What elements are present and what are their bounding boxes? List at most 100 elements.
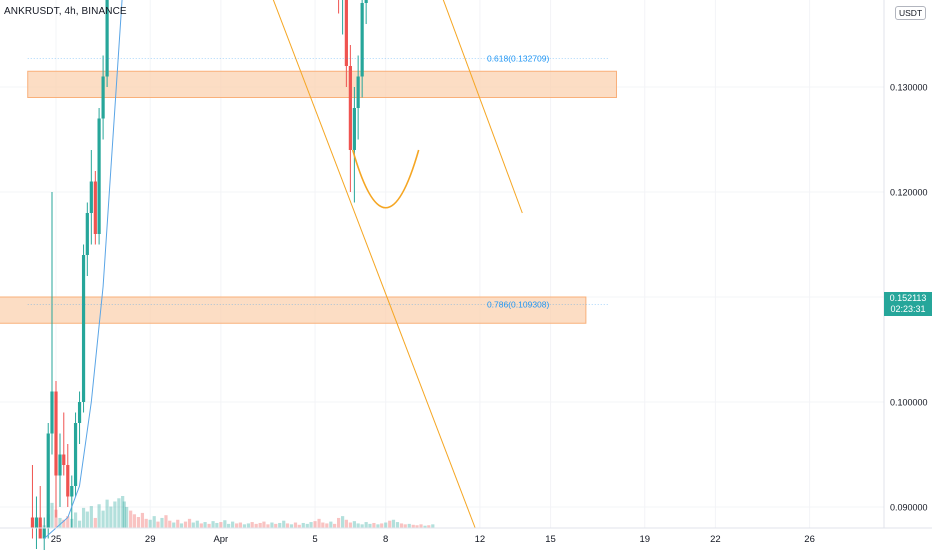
volume-bar <box>85 511 89 528</box>
volume-bar <box>419 524 423 528</box>
candle-body <box>46 433 50 528</box>
candle-body <box>30 517 35 528</box>
volume-bar <box>274 523 278 528</box>
rounding-curve <box>351 149 420 209</box>
volume-bar <box>109 506 113 528</box>
price-tick-label: 0.130000 <box>890 83 928 93</box>
volume-bar <box>360 524 364 528</box>
candle-body <box>62 454 66 465</box>
volume-bar <box>152 516 156 528</box>
volume-bar <box>231 521 235 528</box>
time-tick-label: 12 <box>475 534 486 545</box>
volume-bar <box>332 523 337 528</box>
candle-body <box>66 465 70 497</box>
candlesticks <box>30 0 368 550</box>
volume-bar <box>348 522 352 528</box>
volume-bar <box>301 522 305 528</box>
volume-bar <box>54 509 58 528</box>
volume-bar <box>235 523 239 528</box>
volume-bar <box>415 525 419 528</box>
volume-bar <box>129 510 133 528</box>
time-tick-label: 22 <box>710 534 721 545</box>
price-tick-label: 0.100000 <box>890 398 928 408</box>
volume-bar <box>176 519 180 528</box>
volume-bar <box>187 518 192 528</box>
volume-bar <box>341 516 345 528</box>
volume-bar <box>117 498 121 528</box>
volume-bar <box>337 517 341 528</box>
volume-bar <box>140 512 145 528</box>
volume-bar <box>132 514 137 528</box>
sr-zone <box>27 70 617 98</box>
candle-body <box>34 517 39 528</box>
volume-bar <box>199 523 203 528</box>
volume-bar <box>380 523 384 528</box>
volume-bar <box>266 524 270 528</box>
time-tick-label: Apr <box>213 534 228 545</box>
ma-line <box>43 0 123 539</box>
sr-zone <box>0 296 587 324</box>
volume-bar <box>227 523 231 528</box>
volume-bar <box>321 522 325 528</box>
volume-bar <box>423 525 427 528</box>
volume-bar <box>105 499 109 528</box>
volume-bar <box>258 522 262 528</box>
volume-bar <box>313 521 317 528</box>
candle-body <box>54 391 58 476</box>
volume-bar <box>156 521 160 528</box>
support-resistance-zones <box>0 70 617 324</box>
volume-bar <box>168 520 172 528</box>
volume-bar <box>97 504 101 528</box>
candle-body <box>348 66 352 150</box>
candle-body <box>77 402 82 423</box>
volume-bar <box>191 522 195 528</box>
volume-bar <box>183 521 188 528</box>
time-tick-label: 25 <box>51 534 62 545</box>
time-axis[interactable]: 25 29 Apr 5 8 12 15 19 22 26 <box>51 534 815 545</box>
currency-badge[interactable]: USDT <box>895 6 927 20</box>
volume-bar <box>172 522 176 528</box>
candle-body <box>42 528 46 539</box>
candle-body <box>58 454 62 476</box>
volume-bar <box>164 515 168 528</box>
candle-body <box>70 486 74 497</box>
candle-body <box>105 0 109 77</box>
volume-bar <box>238 522 242 528</box>
candle-body <box>356 76 360 108</box>
volume-bar <box>317 518 321 528</box>
time-tick-label: 5 <box>312 534 317 545</box>
volume-bar <box>113 501 117 528</box>
volume-bar <box>50 502 54 528</box>
volume-bar <box>81 507 86 528</box>
time-tick-label: 19 <box>639 534 650 545</box>
candle-body <box>50 391 54 434</box>
volume-bar <box>431 524 435 528</box>
time-tick-label: 29 <box>145 534 156 545</box>
volume-bar <box>62 519 66 528</box>
volume-bar <box>352 521 356 528</box>
volume-bar <box>144 518 148 528</box>
volume-bar <box>407 523 411 528</box>
volume-bar <box>93 517 97 528</box>
fib-label: 0.618(0.132709) <box>487 54 550 64</box>
trendline <box>442 0 523 214</box>
volume-bar <box>309 522 313 528</box>
volume-bars <box>30 496 435 528</box>
volume-bar <box>305 523 309 528</box>
last-price-value: 0.152113 <box>889 293 927 303</box>
candle-body <box>364 0 368 3</box>
fibonacci-labels: 0.382(0.1655)0.5(0.149146)0.618(0.132709… <box>27 54 610 309</box>
volume-bar <box>297 524 301 528</box>
volume-bar <box>289 524 294 528</box>
volume-bar <box>121 496 125 528</box>
volume-bar <box>411 524 415 528</box>
volume-bar <box>427 525 431 528</box>
symbol-title: ANKRUSDT, 4h, BINANCE <box>4 6 127 17</box>
volume-bar <box>242 524 246 528</box>
volume-bar <box>262 521 266 528</box>
rounding-bottom-curves <box>351 149 420 209</box>
candle-body <box>81 255 86 402</box>
candle-countdown: 02:23:31 <box>890 304 926 314</box>
volume-bar <box>278 522 282 528</box>
